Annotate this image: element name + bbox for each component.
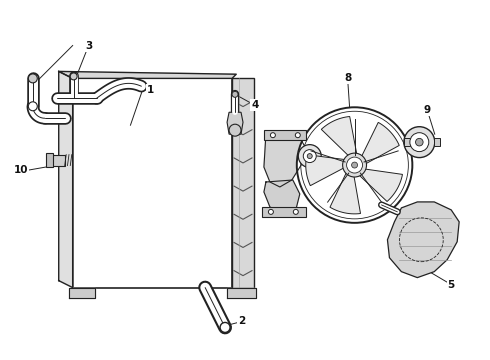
Text: 4: 4 xyxy=(251,100,259,110)
Circle shape xyxy=(28,102,37,111)
Text: 9: 9 xyxy=(424,105,431,115)
Bar xyxy=(262,207,306,217)
Circle shape xyxy=(410,133,429,152)
Circle shape xyxy=(269,210,273,214)
Circle shape xyxy=(229,124,241,136)
Polygon shape xyxy=(69,288,95,298)
Text: 7: 7 xyxy=(268,173,275,183)
Circle shape xyxy=(295,133,300,138)
Text: 3: 3 xyxy=(85,41,92,50)
Polygon shape xyxy=(264,180,300,214)
Polygon shape xyxy=(388,202,459,278)
Polygon shape xyxy=(358,169,402,202)
Polygon shape xyxy=(321,117,357,157)
Polygon shape xyxy=(361,122,399,165)
Polygon shape xyxy=(59,71,236,78)
Text: 8: 8 xyxy=(344,73,351,84)
Polygon shape xyxy=(227,112,243,134)
Bar xyxy=(264,130,306,140)
Circle shape xyxy=(232,91,238,97)
Circle shape xyxy=(352,162,358,168)
Circle shape xyxy=(298,145,321,167)
Text: 5: 5 xyxy=(447,280,455,289)
Bar xyxy=(46,153,53,167)
Text: 2: 2 xyxy=(239,316,245,327)
Circle shape xyxy=(70,73,77,80)
Circle shape xyxy=(28,74,37,83)
Circle shape xyxy=(343,153,367,177)
Polygon shape xyxy=(330,171,361,214)
Circle shape xyxy=(416,138,423,146)
Text: 10: 10 xyxy=(14,165,28,175)
Text: 6: 6 xyxy=(311,160,318,170)
Circle shape xyxy=(404,127,435,158)
Circle shape xyxy=(301,111,408,219)
Circle shape xyxy=(294,210,298,214)
Polygon shape xyxy=(264,134,306,187)
Polygon shape xyxy=(59,71,73,288)
Bar xyxy=(73,78,232,288)
Polygon shape xyxy=(306,155,346,186)
Circle shape xyxy=(307,154,312,159)
Text: 1: 1 xyxy=(147,85,154,95)
Circle shape xyxy=(303,150,316,163)
Circle shape xyxy=(346,157,363,173)
Bar xyxy=(434,138,440,146)
Circle shape xyxy=(220,323,230,332)
Bar xyxy=(232,78,254,288)
Bar xyxy=(404,138,410,146)
Polygon shape xyxy=(227,288,256,298)
Circle shape xyxy=(297,107,413,223)
Bar xyxy=(51,154,65,166)
Circle shape xyxy=(270,133,275,138)
